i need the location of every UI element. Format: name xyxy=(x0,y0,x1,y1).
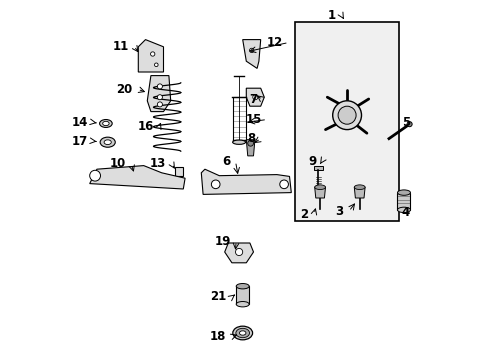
Bar xyxy=(236,286,249,304)
Circle shape xyxy=(157,84,162,89)
Text: 3: 3 xyxy=(335,205,343,218)
Ellipse shape xyxy=(236,302,249,307)
Circle shape xyxy=(332,101,361,130)
Text: 16: 16 xyxy=(137,120,153,133)
Polygon shape xyxy=(246,140,254,156)
Text: 21: 21 xyxy=(210,291,226,303)
Ellipse shape xyxy=(232,140,245,144)
Polygon shape xyxy=(224,243,253,263)
Polygon shape xyxy=(313,166,322,170)
Ellipse shape xyxy=(100,120,112,127)
Circle shape xyxy=(211,180,220,189)
Bar xyxy=(294,22,399,221)
Circle shape xyxy=(157,102,162,107)
Text: 18: 18 xyxy=(210,330,226,343)
Circle shape xyxy=(157,95,162,100)
Ellipse shape xyxy=(236,284,249,289)
Text: 20: 20 xyxy=(116,83,132,96)
Polygon shape xyxy=(201,169,291,194)
Ellipse shape xyxy=(354,185,365,190)
Polygon shape xyxy=(242,40,260,68)
Circle shape xyxy=(89,170,101,181)
Circle shape xyxy=(337,106,355,124)
Text: 17: 17 xyxy=(72,135,88,148)
Bar xyxy=(397,193,409,210)
Text: 1: 1 xyxy=(327,9,336,22)
Circle shape xyxy=(247,140,253,146)
Polygon shape xyxy=(246,88,264,106)
Bar xyxy=(174,167,183,176)
Text: 8: 8 xyxy=(246,132,255,145)
Text: 10: 10 xyxy=(109,157,125,170)
Ellipse shape xyxy=(397,207,409,212)
Text: 4: 4 xyxy=(401,206,409,219)
Ellipse shape xyxy=(102,121,109,126)
Polygon shape xyxy=(138,40,163,72)
Ellipse shape xyxy=(104,140,111,145)
Text: 12: 12 xyxy=(266,36,283,49)
Polygon shape xyxy=(147,76,170,112)
Polygon shape xyxy=(314,187,325,198)
Text: 6: 6 xyxy=(222,155,230,168)
Polygon shape xyxy=(354,187,365,198)
Text: 19: 19 xyxy=(214,235,230,248)
Ellipse shape xyxy=(239,331,245,335)
Circle shape xyxy=(150,52,155,56)
Ellipse shape xyxy=(397,190,409,195)
Circle shape xyxy=(249,48,253,53)
Text: 7: 7 xyxy=(248,93,257,106)
Ellipse shape xyxy=(232,326,252,340)
Ellipse shape xyxy=(314,185,325,190)
Text: 14: 14 xyxy=(71,116,88,129)
Text: 2: 2 xyxy=(300,208,308,221)
Ellipse shape xyxy=(235,328,249,338)
Ellipse shape xyxy=(100,137,115,147)
Circle shape xyxy=(252,95,257,100)
Polygon shape xyxy=(89,166,185,189)
Text: 11: 11 xyxy=(112,40,128,53)
Circle shape xyxy=(154,63,158,67)
Circle shape xyxy=(407,122,411,127)
Circle shape xyxy=(279,180,288,189)
Text: 13: 13 xyxy=(150,157,166,170)
Text: 15: 15 xyxy=(245,113,261,126)
Text: 5: 5 xyxy=(401,116,409,129)
Circle shape xyxy=(235,248,242,256)
Text: 9: 9 xyxy=(307,155,316,168)
